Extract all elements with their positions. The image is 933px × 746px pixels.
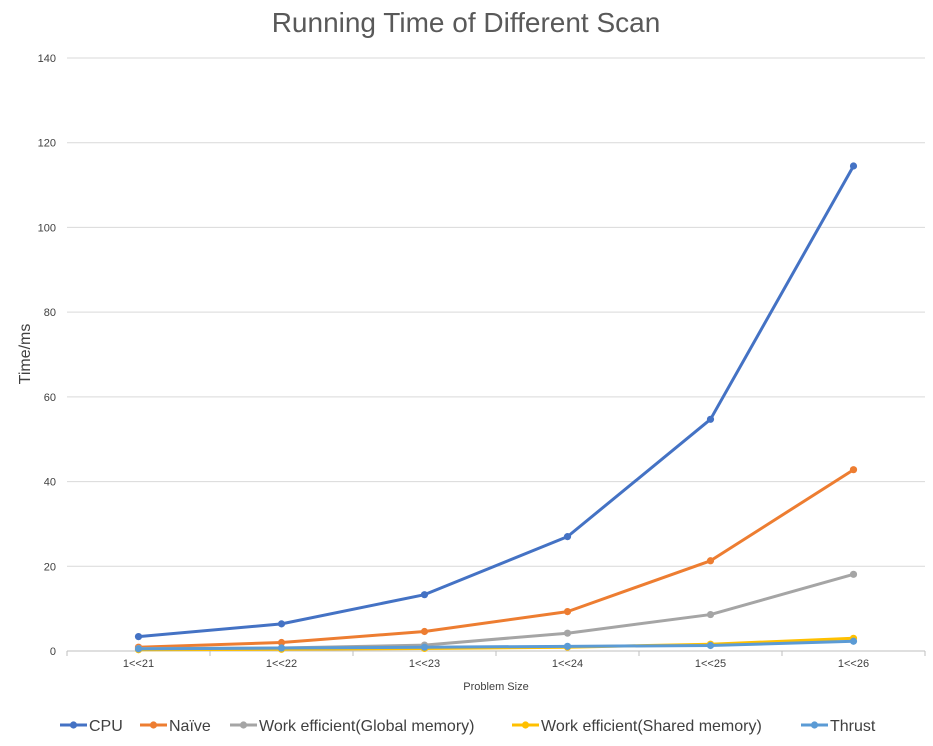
data-point (563, 629, 572, 637)
y-tick-label: 120 (38, 138, 56, 150)
legend-item: CPU (60, 718, 123, 735)
data-point (706, 557, 715, 565)
y-axis-tick-labels: 0 20 40 60 80 100 120 140 (38, 53, 56, 658)
legend-swatch-marker (149, 721, 158, 729)
data-point (134, 645, 143, 653)
legend-item: Work efficient(Global memory) (230, 718, 474, 735)
data-point (849, 637, 858, 645)
data-point (277, 638, 286, 647)
x-axis-title: Problem Size (463, 681, 528, 693)
series-line (137, 164, 855, 639)
x-tick-label: 1<<22 (266, 658, 297, 670)
series-line (137, 572, 855, 650)
y-tick-label: 40 (44, 477, 56, 489)
legend-label: Work efficient(Shared memory) (541, 718, 762, 735)
data-point (849, 466, 858, 474)
legend-item: Thrust (801, 718, 876, 735)
y-tick-label: 140 (38, 53, 56, 65)
legend-item: Work efficient(Shared memory) (512, 718, 762, 735)
series-line (137, 468, 855, 649)
y-tick-label: 100 (38, 222, 56, 234)
data-point (134, 632, 143, 641)
legend-item: Naïve (140, 718, 211, 735)
data-point (277, 644, 286, 652)
data-point (420, 627, 429, 636)
legend-label: Thrust (830, 718, 876, 735)
legend-swatch-marker (69, 721, 78, 729)
y-tick-label: 0 (50, 646, 56, 658)
data-point (277, 620, 286, 628)
data-point (563, 608, 572, 616)
legend-label: Naïve (169, 718, 211, 735)
legend-swatch-marker (239, 721, 248, 729)
data-point (849, 162, 858, 170)
x-tick-label: 1<<26 (838, 658, 869, 670)
data-point (563, 533, 572, 541)
data-point (420, 643, 429, 651)
legend-swatch-marker (810, 721, 819, 729)
series-0 (134, 162, 858, 641)
data-point (420, 591, 429, 599)
data-point (706, 641, 715, 650)
data-point (706, 610, 715, 619)
gridlines (66, 57, 926, 656)
x-tick-label: 1<<24 (552, 658, 583, 670)
series-1 (134, 466, 858, 651)
data-point (849, 570, 858, 578)
y-axis-title: Time/ms (17, 324, 34, 385)
series-lines (134, 162, 858, 654)
data-point (706, 415, 715, 423)
legend-swatch-marker (521, 721, 530, 729)
series-2 (134, 570, 858, 653)
legend: CPU Naïve Work efficient(Global memory) Wor… (60, 718, 876, 735)
chart-title: Running Time of Different Scan (272, 7, 661, 38)
y-tick-label: 80 (44, 307, 56, 319)
x-tick-label: 1<<21 (123, 658, 154, 670)
series-line (137, 639, 855, 651)
series-4 (134, 637, 858, 653)
legend-label: CPU (89, 718, 123, 735)
y-tick-label: 20 (44, 561, 56, 573)
y-tick-label: 60 (44, 392, 56, 404)
data-point (563, 642, 572, 650)
x-tick-label: 1<<23 (409, 658, 440, 670)
x-axis-tick-labels: 1<<21 1<<22 1<<23 1<<24 1<<25 1<<26 (123, 658, 869, 670)
legend-label: Work efficient(Global memory) (259, 718, 474, 735)
x-tick-label: 1<<25 (695, 658, 726, 670)
